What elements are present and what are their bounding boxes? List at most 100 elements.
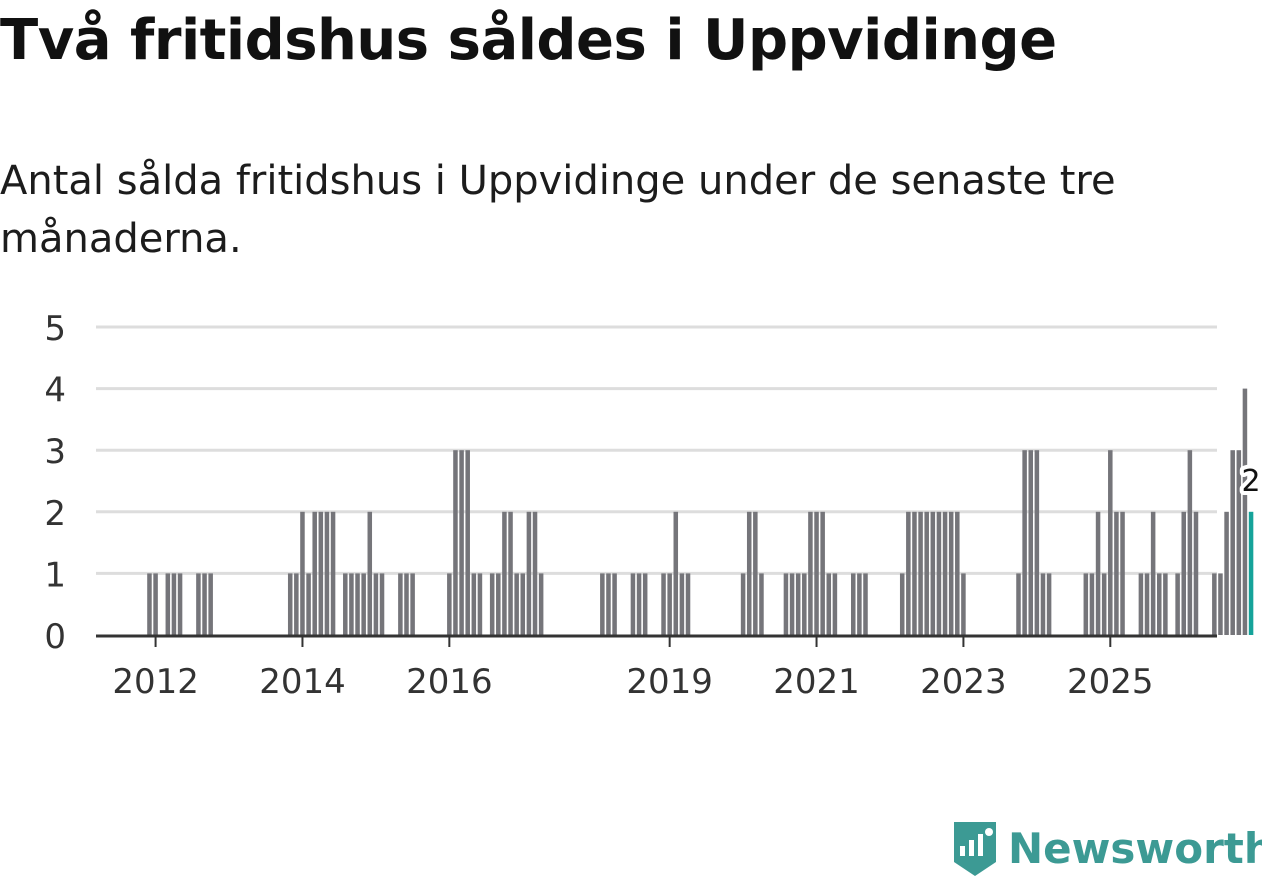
bar-highlight [1248, 511, 1254, 635]
bar [202, 573, 207, 635]
y-tick-label: 2 [44, 494, 66, 534]
bar [330, 511, 336, 635]
bar [306, 573, 311, 635]
bar [196, 573, 201, 635]
bar [165, 573, 171, 635]
bar [453, 450, 458, 635]
bar [961, 573, 966, 635]
bar [924, 511, 929, 635]
bar [832, 573, 838, 635]
bar [1114, 511, 1119, 635]
bar [349, 573, 354, 635]
bar [1022, 450, 1027, 635]
bar [1181, 511, 1186, 635]
gridlines [96, 325, 1217, 575]
bar-chart: 0 1 2 3 4 5 2012 2014 2016 2019 2021 2023 2025 2 [44, 309, 1262, 702]
last-value-label: 2 [1242, 464, 1261, 499]
bar [1230, 450, 1235, 635]
bar [906, 511, 911, 635]
bar [361, 573, 366, 635]
y-axis-ticks: 0 1 2 3 4 5 [44, 309, 66, 657]
bar [851, 573, 856, 635]
bar [379, 573, 385, 635]
bar [600, 573, 605, 635]
bar [287, 573, 293, 635]
bar [300, 511, 305, 635]
bar [1212, 573, 1217, 635]
bar [1046, 573, 1052, 635]
bar [759, 573, 764, 635]
bar [1034, 450, 1040, 635]
newsworthy-logo-icon [954, 822, 996, 876]
bar [1089, 573, 1095, 635]
bar [1224, 511, 1229, 635]
bar [1163, 573, 1168, 635]
bar [502, 511, 507, 635]
bar [477, 573, 483, 635]
bar [447, 573, 452, 635]
x-axis-ticks: 2012 2014 2016 2019 2021 2023 2025 [112, 637, 1154, 702]
y-tick-label: 4 [44, 371, 66, 411]
bar [367, 511, 373, 635]
bar [899, 573, 905, 635]
bar [1242, 388, 1248, 635]
bar [673, 511, 679, 635]
bar [808, 511, 813, 635]
bar [1150, 511, 1156, 635]
bar [324, 511, 330, 635]
bar [612, 573, 617, 635]
bar [520, 573, 526, 635]
bar [373, 573, 379, 635]
chart-title: Två fritidshus såldes i Uppvidinge [0, 8, 1057, 73]
x-tick-label: 2016 [406, 662, 493, 702]
bar [1095, 511, 1101, 635]
bar [661, 573, 666, 635]
bar [312, 511, 317, 635]
bar [679, 573, 685, 635]
bar [1016, 573, 1021, 635]
bar [532, 511, 538, 635]
bar [857, 573, 862, 635]
bar [802, 573, 807, 635]
y-tick-label: 5 [44, 309, 66, 349]
bar [685, 573, 691, 635]
bar [753, 511, 758, 635]
bar [918, 511, 923, 635]
bar [404, 573, 409, 635]
bar [1120, 511, 1125, 635]
bar [740, 573, 746, 635]
bar [1028, 450, 1033, 635]
bar [496, 573, 501, 635]
bar [153, 573, 158, 635]
bar [398, 573, 403, 635]
bar [1218, 573, 1223, 635]
bar [294, 573, 299, 635]
bar [667, 573, 672, 635]
x-tick-label: 2023 [920, 662, 1007, 702]
value-label: 2 [1238, 460, 1262, 503]
bar [1108, 450, 1113, 635]
bar [508, 511, 513, 635]
bar [465, 450, 470, 635]
bar [955, 511, 960, 635]
bar [318, 511, 324, 635]
bar [1040, 573, 1046, 635]
y-tick-label: 1 [44, 555, 66, 595]
bar [526, 511, 532, 635]
bar [410, 573, 415, 635]
bar [171, 573, 177, 635]
newsworthy-logo: Newsworthy [950, 818, 1262, 878]
bar [1083, 573, 1089, 635]
bar [1101, 573, 1107, 635]
x-tick-label: 2025 [1067, 662, 1154, 702]
bar [948, 511, 954, 635]
bar [826, 573, 832, 635]
bar [355, 573, 360, 635]
bar [343, 573, 348, 635]
bar [1236, 450, 1242, 635]
x-tick-label: 2021 [773, 662, 860, 702]
bar [471, 573, 477, 635]
bar [936, 511, 942, 635]
bar [177, 573, 183, 635]
bar [1175, 573, 1180, 635]
